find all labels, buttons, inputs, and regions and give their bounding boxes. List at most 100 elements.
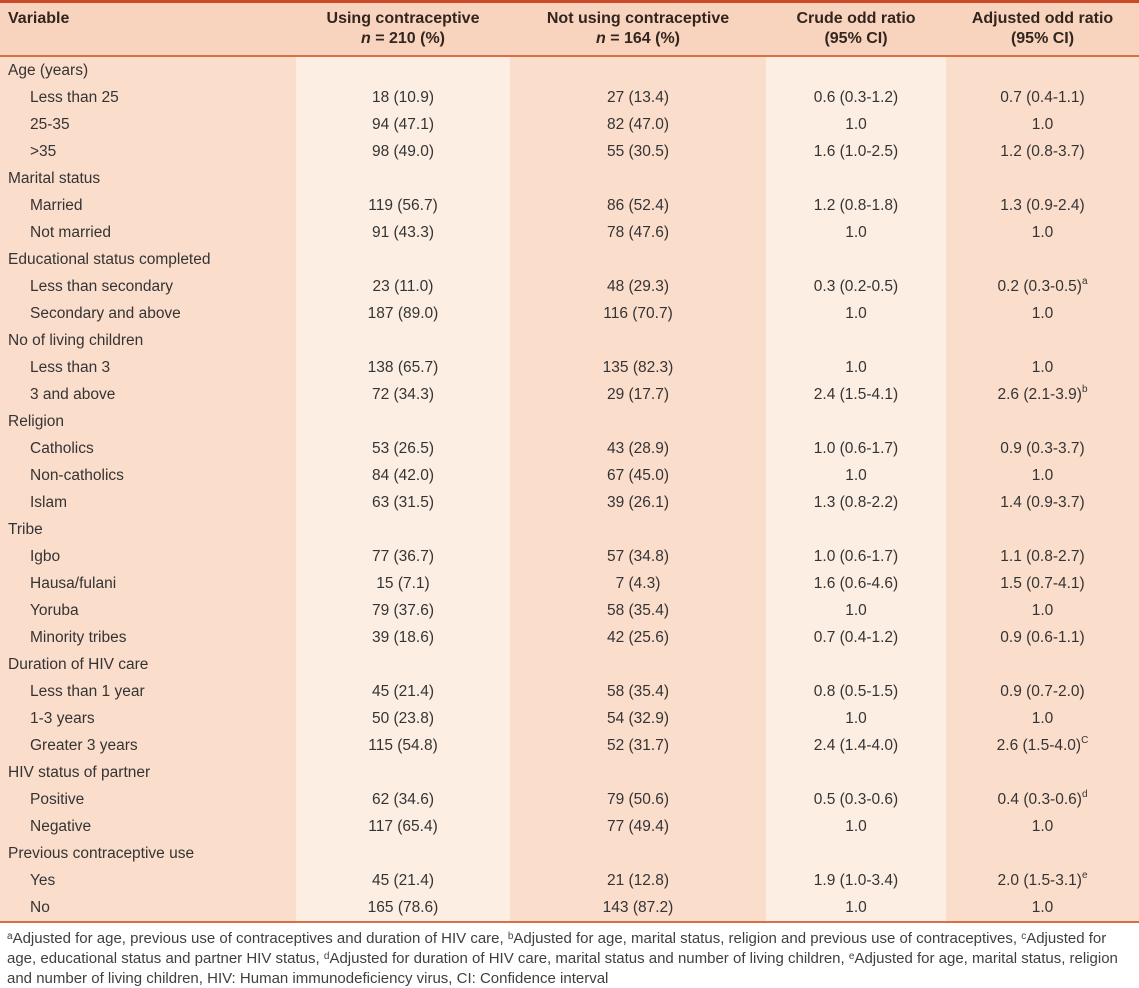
- cell-using: 77 (36.7): [296, 543, 510, 570]
- table-row: HIV status of partner: [0, 759, 1139, 786]
- cell-using: 115 (54.8): [296, 732, 510, 759]
- cell-value: 62 (34.6): [371, 790, 435, 808]
- cell-using: [296, 165, 510, 192]
- column-header-adjusted-odd-ratio: Adjusted odd ratio (95% CI): [946, 3, 1139, 55]
- cell-crude: [766, 57, 946, 84]
- cell-adjusted: [946, 516, 1139, 543]
- row-label-cell: Hausa/fulani: [0, 570, 296, 597]
- row-category-label-cell: No of living children: [0, 327, 296, 354]
- row-label-text: Married: [30, 196, 83, 214]
- table-row: Yes 45 (21.4) 21 (12.8) 1.9 (1.0-3.4) 2.0 (1…: [0, 867, 1139, 894]
- cell-crude: [766, 246, 946, 273]
- table-row: Catholics 53 (26.5) 43 (28.9) 1.0 (0.6-1.7)…: [0, 435, 1139, 462]
- cell-value: 84 (42.0): [371, 466, 435, 484]
- cell-value: 82 (47.0): [606, 115, 670, 133]
- cell-not-using: 57 (34.8): [510, 543, 766, 570]
- cell-value: 0.9 (0.6-1.1): [1000, 628, 1085, 646]
- cell-adjusted: [946, 651, 1139, 678]
- cell-crude: [766, 651, 946, 678]
- column-header-crude-odd-ratio: Crude odd ratio (95% CI): [766, 3, 946, 55]
- cell-crude: 0.8 (0.5-1.5): [766, 678, 946, 705]
- row-category-label-cell: Duration of HIV care: [0, 651, 296, 678]
- row-label-text: Less than secondary: [30, 277, 174, 295]
- row-label-cell: Secondary and above: [0, 300, 296, 327]
- footnote-text: Adjusted for age, educational status and…: [7, 930, 1107, 967]
- row-label-cell: No: [0, 894, 296, 921]
- cell-not-using: [510, 651, 766, 678]
- table-row: Less than secondary 23 (11.0) 48 (29.3) 0.3…: [0, 273, 1139, 300]
- table-row: Less than 25 18 (10.9) 27 (13.4) 0.6 (0.3-1…: [0, 84, 1139, 111]
- table-row: Minority tribes 39 (18.6) 42 (25.6) 0.7 (0.…: [0, 624, 1139, 651]
- cell-adjusted: 2.6 (2.1-3.9) b: [946, 381, 1139, 408]
- cell-value: 1.5 (0.7-4.1): [1000, 574, 1085, 592]
- footnote-marker: a: [7, 931, 13, 942]
- cell-not-using: 27 (13.4): [510, 84, 766, 111]
- cell-adjusted: 1.0: [946, 219, 1139, 246]
- cell-value: 72 (34.3): [371, 385, 435, 403]
- row-label-cell: 25-35: [0, 111, 296, 138]
- row-label-text: Igbo: [30, 547, 61, 565]
- cell-crude: 0.7 (0.4-1.2): [766, 624, 946, 651]
- row-label-text: Less than 3: [30, 358, 111, 376]
- cell-not-using: 143 (87.2): [510, 894, 766, 921]
- cell-using: [296, 516, 510, 543]
- cell-adjusted: [946, 246, 1139, 273]
- cell-adjusted: [946, 327, 1139, 354]
- cell-adjusted: 0.9 (0.6-1.1): [946, 624, 1139, 651]
- cell-value: 91 (43.3): [371, 223, 435, 241]
- cell-not-using: [510, 840, 766, 867]
- row-label-cell: Less than secondary: [0, 273, 296, 300]
- row-label-text: Islam: [30, 493, 68, 511]
- cell-value: 2.4 (1.5-4.1): [813, 385, 899, 403]
- cell-value: 135 (82.3): [602, 358, 674, 376]
- cell-not-using: 67 (45.0): [510, 462, 766, 489]
- row-label-cell: Minority tribes: [0, 624, 296, 651]
- cell-using: 45 (21.4): [296, 867, 510, 894]
- cell-value: 1.3 (0.8-2.2): [813, 493, 899, 511]
- cell-not-using: [510, 516, 766, 543]
- cell-not-using: 135 (82.3): [510, 354, 766, 381]
- cell-value: 165 (78.6): [367, 898, 439, 916]
- row-label-text: Tribe: [8, 520, 43, 538]
- cell-crude: 1.0: [766, 354, 946, 381]
- cell-value: 0.7 (0.4-1.1): [1000, 88, 1085, 106]
- cell-using: 23 (11.0): [296, 273, 510, 300]
- cell-value: 77 (49.4): [606, 817, 670, 835]
- cell-adjusted: 0.7 (0.4-1.1): [946, 84, 1139, 111]
- row-category-label-cell: Educational status completed: [0, 246, 296, 273]
- cell-value: 79 (37.6): [371, 601, 435, 619]
- row-label-cell: Catholics: [0, 435, 296, 462]
- row-label-text: Less than 25: [30, 88, 119, 106]
- cell-value: 50 (23.8): [371, 709, 435, 727]
- cell-not-using: 86 (52.4): [510, 192, 766, 219]
- cell-value: 98 (49.0): [371, 142, 435, 160]
- row-category-label-cell: Tribe: [0, 516, 296, 543]
- cell-value: 79 (50.6): [606, 790, 670, 808]
- cell-not-using: 79 (50.6): [510, 786, 766, 813]
- cell-adjusted: 1.3 (0.9-2.4): [946, 192, 1139, 219]
- cell-value: 1.6 (1.0-2.5): [813, 142, 899, 160]
- cell-value: 1.0: [1031, 898, 1054, 916]
- table-row: Non-catholics 84 (42.0) 67 (45.0) 1.0 1.0: [0, 462, 1139, 489]
- n-count: = 164 (%): [605, 30, 681, 47]
- cell-value: 45 (21.4): [371, 871, 435, 889]
- table-row: Less than 1 year 45 (21.4) 58 (35.4) 0.8 (0…: [0, 678, 1139, 705]
- cell-crude: 1.0 (0.6-1.7): [766, 435, 946, 462]
- cell-value: 1.3 (0.9-2.4): [1000, 196, 1085, 214]
- cell-using: 18 (10.9): [296, 84, 510, 111]
- cell-not-using: 78 (47.6): [510, 219, 766, 246]
- cell-not-using: [510, 57, 766, 84]
- row-label-text: Non-catholics: [30, 466, 124, 484]
- table-row: >35 98 (49.0) 55 (30.5) 1.6 (1.0-2.5) 1.2 (0…: [0, 138, 1139, 165]
- table-row: Duration of HIV care: [0, 651, 1139, 678]
- cell-crude: 0.3 (0.2-0.5): [766, 273, 946, 300]
- cell-value: 86 (52.4): [606, 196, 670, 214]
- row-label-cell: Not married: [0, 219, 296, 246]
- cell-not-using: [510, 165, 766, 192]
- cell-using: [296, 57, 510, 84]
- cell-value: 1.4 (0.9-3.7): [1000, 493, 1085, 511]
- cell-value: 1.2 (0.8-3.7): [1000, 142, 1085, 160]
- cell-value: 39 (26.1): [606, 493, 670, 511]
- cell-value: 1.9 (1.0-3.4): [813, 871, 899, 889]
- row-label-text: Hausa/fulani: [30, 574, 117, 592]
